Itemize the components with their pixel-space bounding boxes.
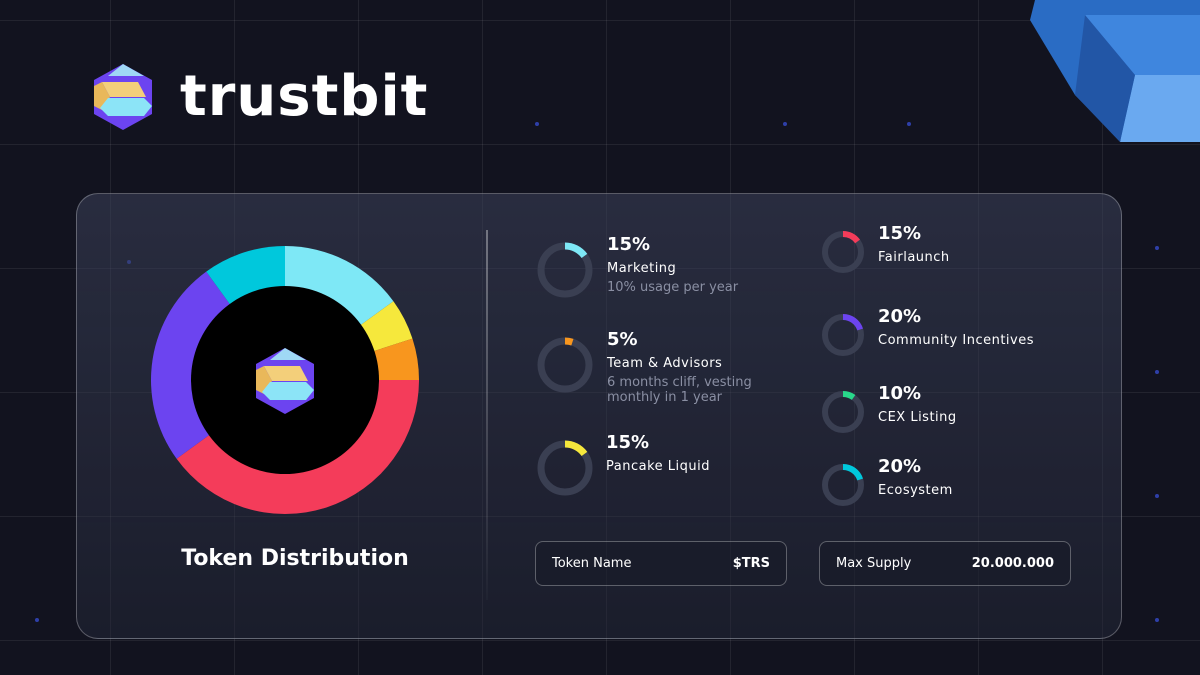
brand-logo: trustbit (88, 64, 428, 130)
max-supply-value: 20.000.000 (971, 556, 1054, 571)
legend-label: Pancake Liquid (606, 459, 710, 474)
corner-cube-graphic (1030, 0, 1200, 142)
chart-logo-icon (256, 348, 314, 414)
legend-label: Marketing (607, 261, 677, 276)
legend-label: Community Incentives (878, 333, 1035, 348)
legend-percent: 15% (606, 432, 650, 453)
progress-ring (537, 440, 593, 496)
legend-label: Team & Advisors (607, 356, 723, 371)
max-supply-box: Max Supply 20.000.000 (819, 541, 1071, 586)
progress-ring (822, 391, 864, 433)
legend-description: 6 months cliff, vesting monthly in 1 year (607, 375, 752, 405)
progress-ring (822, 314, 864, 356)
brand-name: trustbit (180, 64, 429, 129)
legend-description-line: monthly in 1 year (607, 390, 723, 405)
legend-label: Ecosystem (878, 483, 953, 498)
logo-hexagon-icon (94, 64, 152, 130)
progress-ring (822, 231, 864, 273)
progress-ring (537, 242, 593, 298)
legend-label: CEX Listing (878, 410, 957, 425)
token-name-value: $TRS (732, 556, 770, 571)
token-distribution-chart (151, 246, 419, 514)
grid-dot (1155, 494, 1159, 498)
grid-dot (1155, 370, 1159, 374)
max-supply-label: Max Supply (836, 556, 912, 571)
grid-dot (907, 122, 911, 126)
legend-percent: 10% (878, 383, 922, 404)
legend-description: 10% usage per year (607, 280, 739, 295)
progress-ring (822, 464, 864, 506)
grid-dot (535, 122, 539, 126)
legend-percent: 15% (607, 234, 651, 255)
legend-percent: 5% (607, 329, 638, 350)
legend-label: Fairlaunch (878, 250, 950, 265)
distribution-title: Token Distribution (181, 546, 409, 571)
card-divider (486, 230, 488, 600)
legend-percent: 15% (878, 223, 922, 244)
progress-ring (537, 337, 593, 393)
token-name-box: Token Name $TRS (535, 541, 787, 586)
legend-percent: 20% (878, 456, 922, 477)
legend-description-line: 6 months cliff, vesting (607, 375, 752, 390)
grid-dot (1155, 618, 1159, 622)
legend-percent: 20% (878, 306, 922, 327)
token-name-label: Token Name (552, 556, 632, 571)
grid-dot (1155, 246, 1159, 250)
grid-dot (783, 122, 787, 126)
grid-dot (35, 618, 39, 622)
